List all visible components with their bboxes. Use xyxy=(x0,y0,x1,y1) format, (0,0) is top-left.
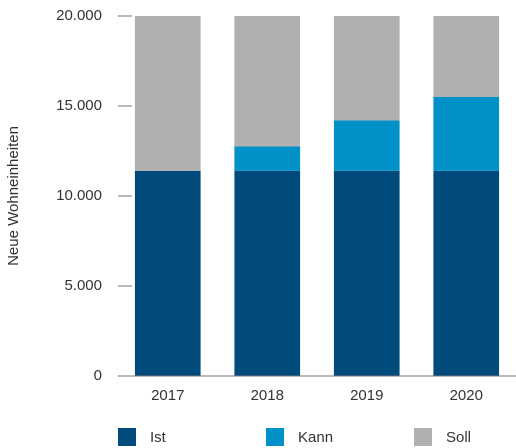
bar-segment xyxy=(234,170,301,376)
x-tick-label: 2017 xyxy=(151,387,184,404)
y-axis-label: Neue Wohneinheiten xyxy=(5,126,22,266)
x-tick-label: 2018 xyxy=(251,387,284,404)
legend-label: Ist xyxy=(150,429,167,446)
bar-segment xyxy=(433,16,500,97)
legend-label: Soll xyxy=(446,429,471,446)
legend-swatch xyxy=(414,428,432,446)
bar-segment xyxy=(134,16,201,171)
x-tick-label: 2019 xyxy=(350,387,383,404)
bar-segment xyxy=(433,97,500,171)
bar-segment xyxy=(333,170,400,376)
x-tick-label: 2020 xyxy=(450,387,483,404)
legend-swatch xyxy=(118,428,136,446)
bar-segment xyxy=(333,120,400,171)
legend-swatch xyxy=(266,428,284,446)
y-tick-label: 20.000 xyxy=(56,7,102,24)
bar-segment xyxy=(234,146,301,171)
y-tick-label: 10.000 xyxy=(56,187,102,204)
y-tick-label: 0 xyxy=(94,367,102,384)
bar-segment xyxy=(433,170,500,376)
bar-segment xyxy=(234,16,301,147)
y-tick-label: 15.000 xyxy=(56,97,102,114)
y-tick-label: 5.000 xyxy=(64,277,102,294)
bar-segment xyxy=(333,16,400,121)
bar-segment xyxy=(134,170,201,376)
legend-label: Kann xyxy=(298,429,333,446)
